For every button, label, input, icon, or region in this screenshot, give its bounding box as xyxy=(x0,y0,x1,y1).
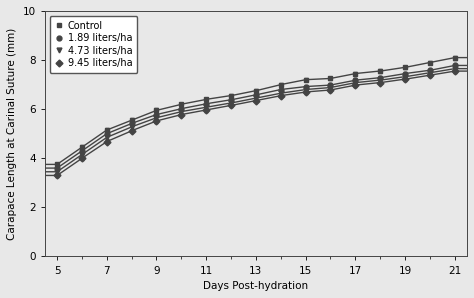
Y-axis label: Carapace Length at Carinal Suture (mm): Carapace Length at Carinal Suture (mm) xyxy=(7,28,17,240)
X-axis label: Days Post-hydration: Days Post-hydration xyxy=(203,281,309,291)
Legend: Control, 1.89 liters/ha, 4.73 liters/ha, 9.45 liters/ha: Control, 1.89 liters/ha, 4.73 liters/ha,… xyxy=(49,16,137,73)
